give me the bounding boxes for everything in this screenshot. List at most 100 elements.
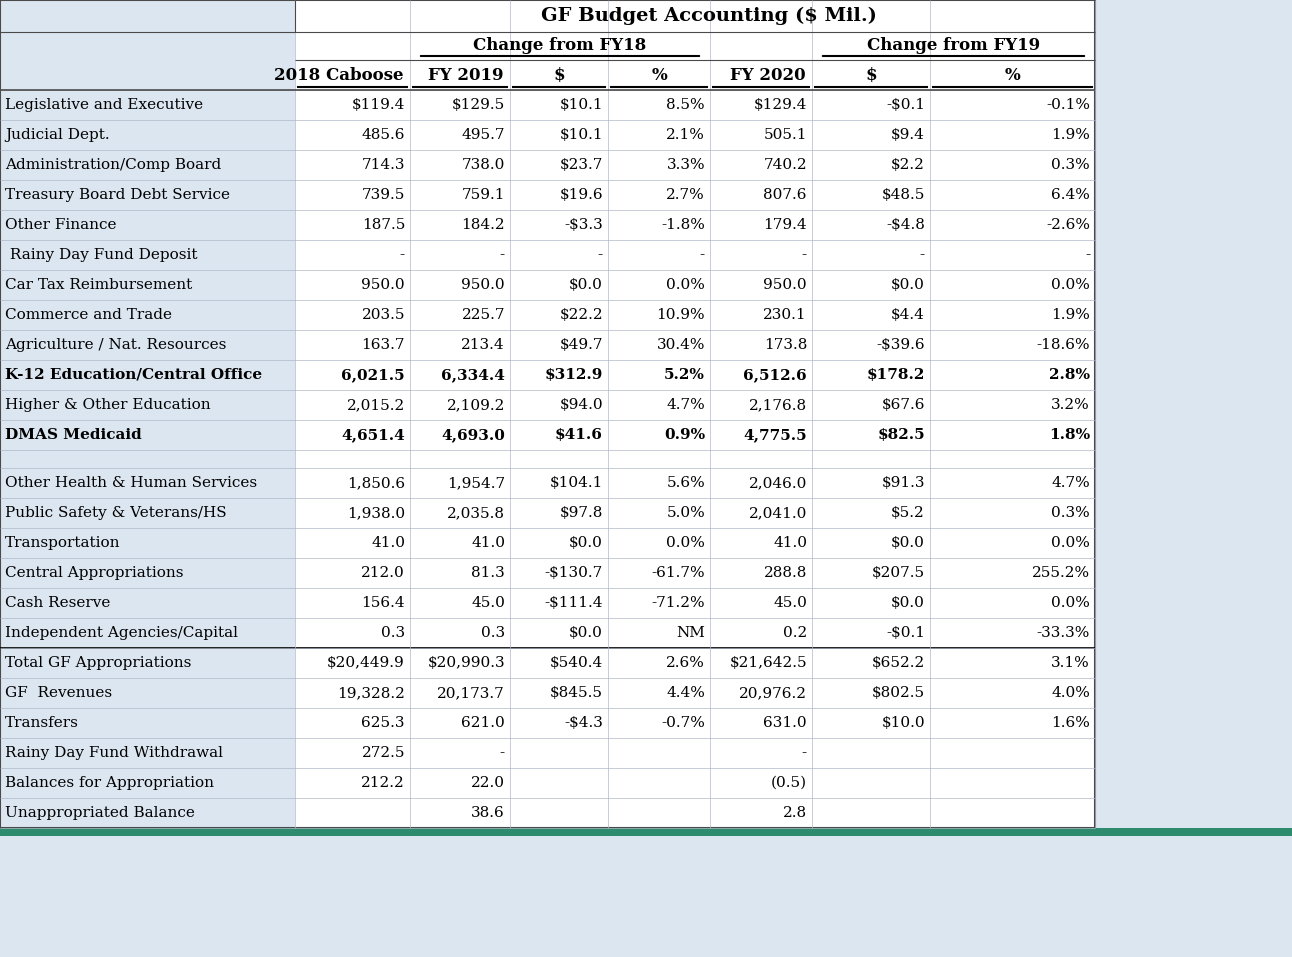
Text: 0.2: 0.2	[783, 626, 808, 640]
Text: -0.7%: -0.7%	[662, 716, 705, 730]
Text: $97.8: $97.8	[559, 506, 603, 520]
Text: Transportation: Transportation	[5, 536, 120, 550]
Text: 1.6%: 1.6%	[1052, 716, 1090, 730]
Text: 4,775.5: 4,775.5	[743, 428, 808, 442]
Text: Administration/Comp Board: Administration/Comp Board	[5, 158, 221, 172]
Text: 10.9%: 10.9%	[656, 308, 705, 322]
Text: Independent Agencies/Capital: Independent Agencies/Capital	[5, 626, 238, 640]
Text: -$111.4: -$111.4	[544, 596, 603, 610]
Text: 738.0: 738.0	[461, 158, 505, 172]
Text: 2,015.2: 2,015.2	[346, 398, 404, 412]
Text: $49.7: $49.7	[559, 338, 603, 352]
Text: 5.2%: 5.2%	[664, 368, 705, 382]
Text: %: %	[1005, 66, 1021, 83]
Text: 6.4%: 6.4%	[1052, 188, 1090, 202]
Text: GF  Revenues: GF Revenues	[5, 686, 112, 700]
Text: -2.6%: -2.6%	[1047, 218, 1090, 232]
Text: $94.0: $94.0	[559, 398, 603, 412]
Text: $178.2: $178.2	[867, 368, 925, 382]
Text: Treasury Board Debt Service: Treasury Board Debt Service	[5, 188, 230, 202]
Text: -$4.8: -$4.8	[886, 218, 925, 232]
Text: FY 2020: FY 2020	[730, 66, 806, 83]
Text: 203.5: 203.5	[362, 308, 404, 322]
Text: 45.0: 45.0	[773, 596, 808, 610]
Text: $41.6: $41.6	[556, 428, 603, 442]
Text: 3.1%: 3.1%	[1052, 656, 1090, 670]
Text: $129.5: $129.5	[452, 98, 505, 112]
Text: $4.4: $4.4	[891, 308, 925, 322]
Text: $652.2: $652.2	[872, 656, 925, 670]
Text: 41.0: 41.0	[472, 536, 505, 550]
Text: Rainy Day Fund Withdrawal: Rainy Day Fund Withdrawal	[5, 746, 224, 760]
Text: 213.4: 213.4	[461, 338, 505, 352]
Text: Balances for Appropriation: Balances for Appropriation	[5, 776, 214, 790]
Text: 485.6: 485.6	[362, 128, 404, 142]
Bar	[0, 0, 1096, 828]
Text: $23.7: $23.7	[559, 158, 603, 172]
Text: 225.7: 225.7	[461, 308, 505, 322]
Text: -: -	[500, 746, 505, 760]
Text: $5.2: $5.2	[891, 506, 925, 520]
Text: 2,109.2: 2,109.2	[447, 398, 505, 412]
Text: -: -	[802, 248, 808, 262]
Text: 163.7: 163.7	[362, 338, 404, 352]
Text: 950.0: 950.0	[461, 278, 505, 292]
Text: 4,693.0: 4,693.0	[441, 428, 505, 442]
Text: 714.3: 714.3	[362, 158, 404, 172]
Text: $540.4: $540.4	[550, 656, 603, 670]
Text: Higher & Other Education: Higher & Other Education	[5, 398, 211, 412]
Text: -$3.3: -$3.3	[565, 218, 603, 232]
Text: $0.0: $0.0	[568, 536, 603, 550]
Text: GF Budget Accounting ($ Mil.): GF Budget Accounting ($ Mil.)	[541, 7, 877, 25]
Text: 5.6%: 5.6%	[667, 476, 705, 490]
Text: 0.0%: 0.0%	[667, 278, 705, 292]
Text: 212.0: 212.0	[362, 566, 404, 580]
Text: 0.3%: 0.3%	[1052, 506, 1090, 520]
Text: $67.6: $67.6	[881, 398, 925, 412]
Text: 625.3: 625.3	[362, 716, 404, 730]
Text: 2,041.0: 2,041.0	[748, 506, 808, 520]
Text: $48.5: $48.5	[881, 188, 925, 202]
Text: 739.5: 739.5	[362, 188, 404, 202]
Text: 1,850.6: 1,850.6	[346, 476, 404, 490]
Text: $2.2: $2.2	[891, 158, 925, 172]
Text: FY 2019: FY 2019	[429, 66, 504, 83]
Text: $802.5: $802.5	[872, 686, 925, 700]
Text: $129.4: $129.4	[753, 98, 808, 112]
Text: 759.1: 759.1	[461, 188, 505, 202]
Text: -: -	[1085, 248, 1090, 262]
Text: $312.9: $312.9	[545, 368, 603, 382]
Text: 740.2: 740.2	[764, 158, 808, 172]
Text: 1,938.0: 1,938.0	[346, 506, 404, 520]
Text: 505.1: 505.1	[764, 128, 808, 142]
Text: $207.5: $207.5	[872, 566, 925, 580]
Text: -: -	[802, 746, 808, 760]
Text: 6,021.5: 6,021.5	[341, 368, 404, 382]
Text: 2,035.8: 2,035.8	[447, 506, 505, 520]
Text: 0.0%: 0.0%	[1052, 596, 1090, 610]
Text: $845.5: $845.5	[550, 686, 603, 700]
Text: Unappropriated Balance: Unappropriated Balance	[5, 806, 195, 820]
Text: %: %	[651, 66, 667, 83]
Text: -: -	[700, 248, 705, 262]
Text: -: -	[598, 248, 603, 262]
Text: $10.1: $10.1	[559, 98, 603, 112]
Text: $20,449.9: $20,449.9	[327, 656, 404, 670]
Text: $82.5: $82.5	[877, 428, 925, 442]
Text: Legislative and Executive: Legislative and Executive	[5, 98, 203, 112]
Text: 2.8: 2.8	[783, 806, 808, 820]
Text: (0.5): (0.5)	[771, 776, 808, 790]
Text: $91.3: $91.3	[881, 476, 925, 490]
Text: $0.0: $0.0	[568, 278, 603, 292]
Text: -$130.7: -$130.7	[545, 566, 603, 580]
Text: 0.0%: 0.0%	[1052, 278, 1090, 292]
Text: Rainy Day Fund Deposit: Rainy Day Fund Deposit	[5, 248, 198, 262]
Text: 950.0: 950.0	[362, 278, 404, 292]
Text: NM: NM	[676, 626, 705, 640]
Text: 156.4: 156.4	[362, 596, 404, 610]
Text: 1.9%: 1.9%	[1052, 128, 1090, 142]
Text: Change from FY19: Change from FY19	[867, 37, 1040, 55]
Text: Commerce and Trade: Commerce and Trade	[5, 308, 172, 322]
Text: 2,046.0: 2,046.0	[748, 476, 808, 490]
Text: -$0.1: -$0.1	[886, 626, 925, 640]
